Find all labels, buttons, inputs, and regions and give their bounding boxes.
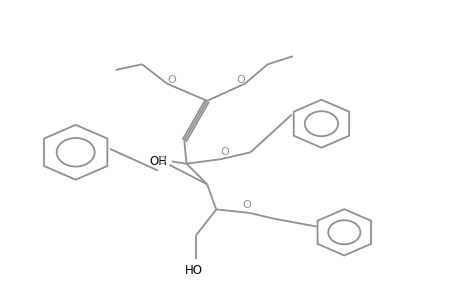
Text: HO: HO (184, 263, 202, 277)
Text: OH: OH (149, 155, 167, 168)
Text: O: O (219, 147, 228, 157)
Text: O: O (235, 75, 244, 85)
Text: O: O (167, 75, 176, 85)
Text: O: O (157, 156, 165, 167)
Text: O: O (242, 200, 251, 210)
